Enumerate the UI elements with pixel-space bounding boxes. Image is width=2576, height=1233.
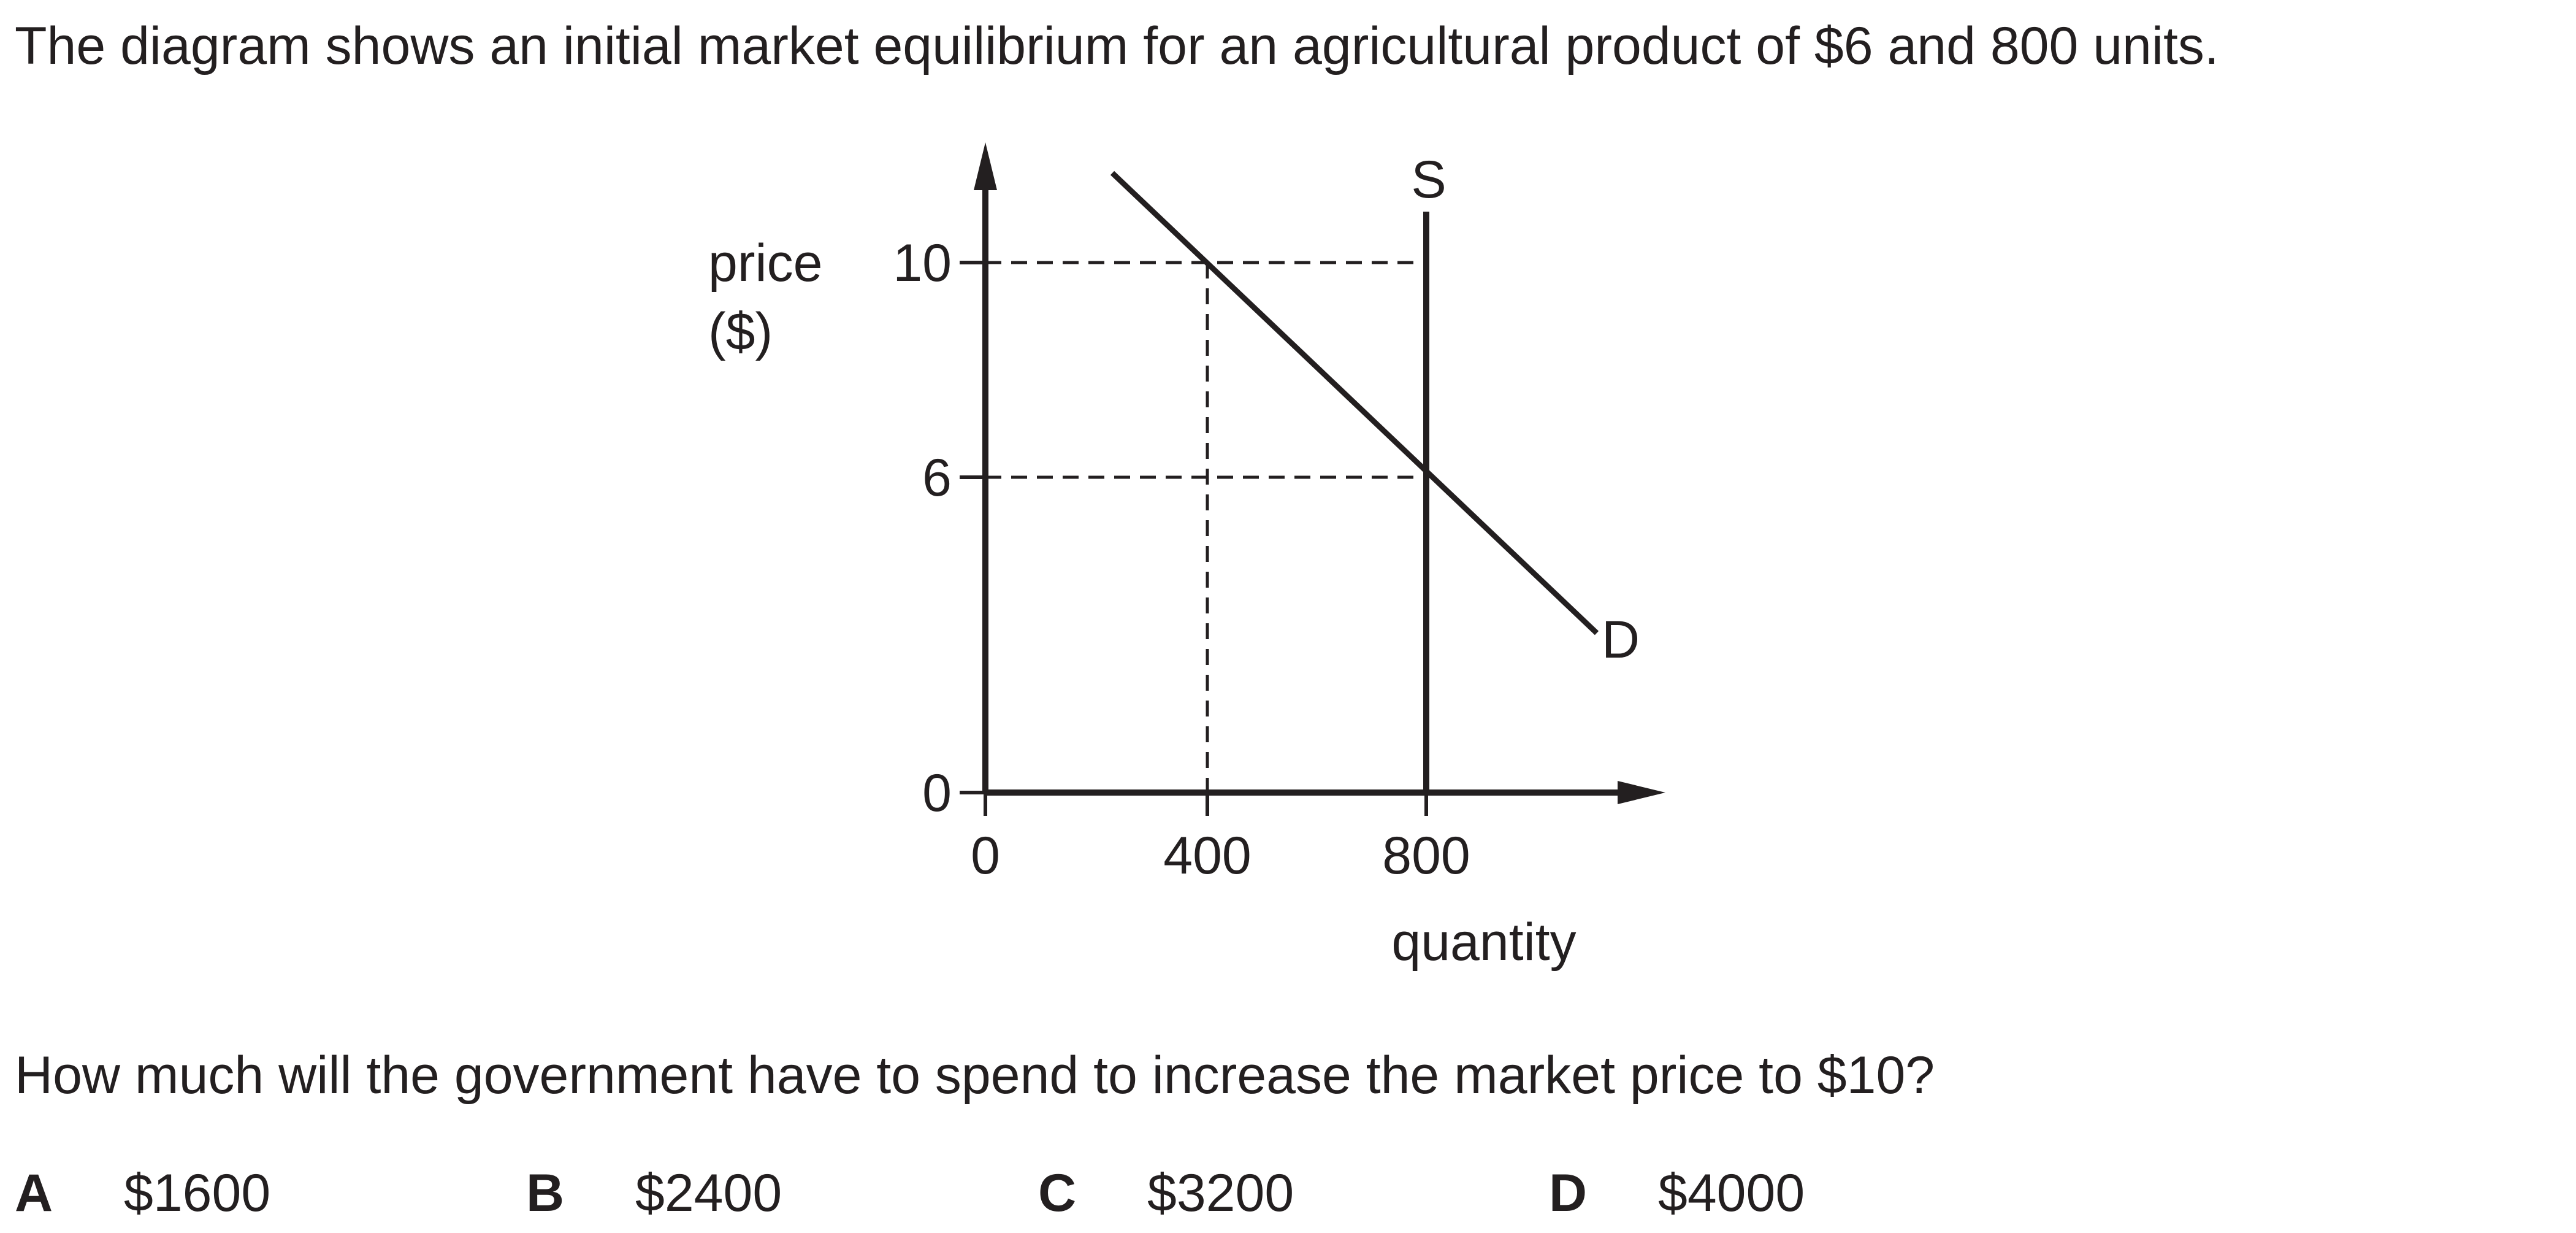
option-letter: D [1549, 1164, 1588, 1223]
demand-curve-label: D [1602, 610, 1640, 669]
option-letter: C [1038, 1164, 1077, 1223]
option-value: $4000 [1658, 1164, 1805, 1223]
option-value: $3200 [1147, 1164, 1294, 1223]
question-text: How much will the government have to spe… [15, 1046, 1935, 1105]
option-letter: B [526, 1164, 565, 1223]
option-value: $1600 [124, 1164, 271, 1223]
x-axis-label-quantity: quantity [1391, 913, 1576, 972]
y-tick-label-0: 0 [922, 764, 952, 823]
x-tick-label-800: 800 [1382, 826, 1470, 885]
intro-text: The diagram shows an initial market equi… [15, 17, 2219, 75]
x-tick-label-400: 400 [1163, 826, 1252, 885]
x-axis-arrowhead [1618, 781, 1665, 804]
y-axis-label-unit: ($) [708, 302, 773, 361]
y-axis-arrowhead [974, 142, 997, 190]
y-axis-label-price: price [708, 234, 822, 293]
option-letter: A [15, 1164, 53, 1223]
answer-options: A $1600 B $2400 C $3200 D $4000 [0, 1159, 2576, 1233]
y-tick-label-10: 10 [893, 234, 952, 293]
option-value: $2400 [635, 1164, 782, 1223]
y-tick-label-6: 6 [922, 448, 952, 507]
demand-curve [1110, 171, 1599, 636]
x-tick-label-0: 0 [971, 826, 1000, 885]
supply-curve-label: S [1411, 150, 1446, 209]
